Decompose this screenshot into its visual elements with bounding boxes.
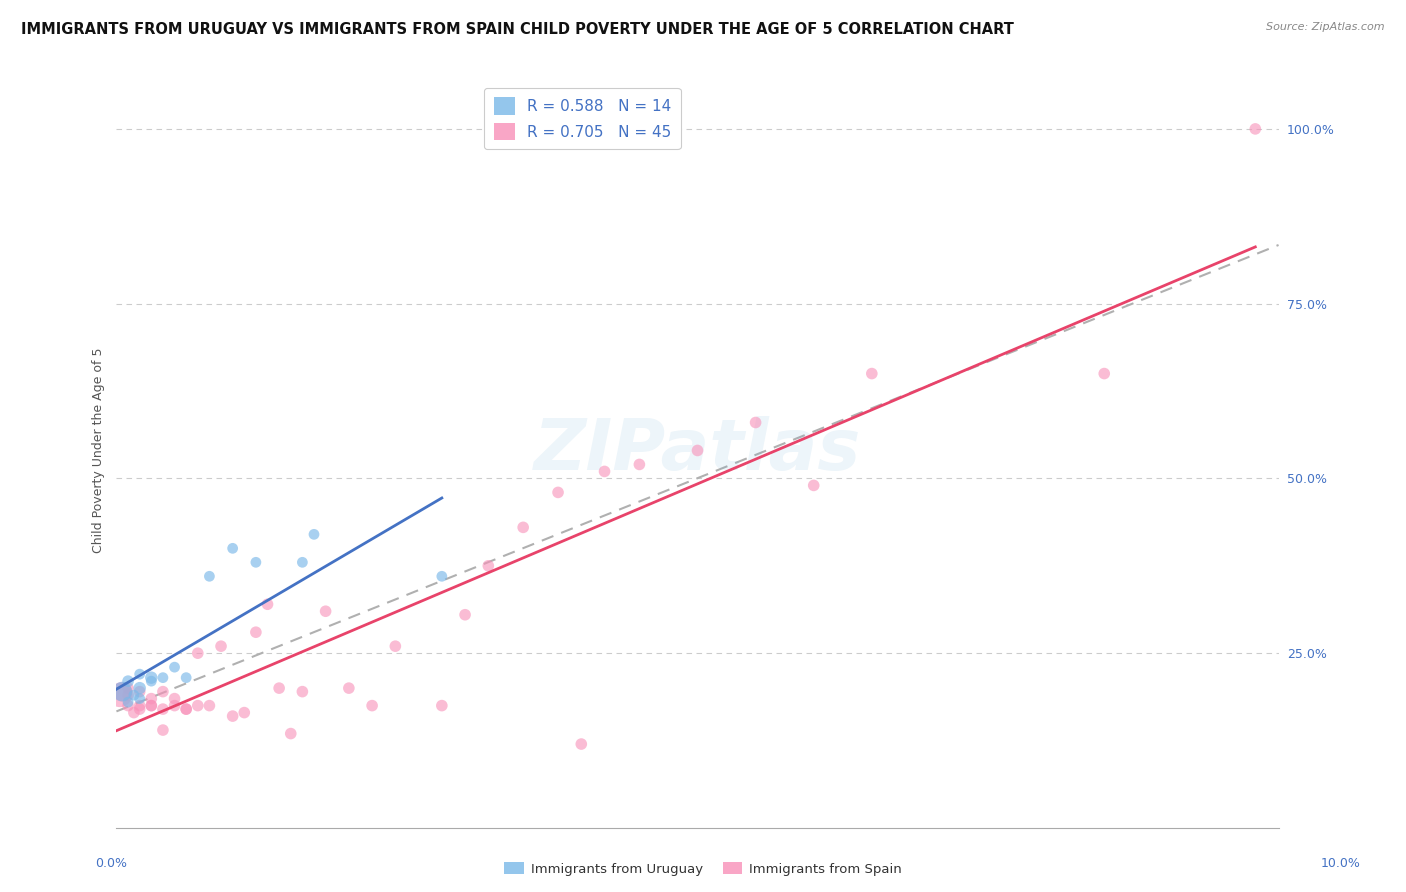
Text: 10.0%: 10.0%	[1322, 856, 1361, 870]
Point	[141, 691, 163, 706]
Point	[128, 691, 150, 706]
Point	[174, 702, 197, 716]
Point	[454, 607, 477, 622]
Point	[221, 709, 243, 723]
Point	[1092, 367, 1115, 381]
Point	[128, 681, 150, 695]
Point	[209, 639, 232, 653]
Point	[245, 555, 267, 569]
Point	[117, 688, 139, 702]
Point	[233, 706, 256, 720]
Point	[337, 681, 360, 695]
Text: ZIPatlas: ZIPatlas	[534, 416, 862, 485]
Point	[141, 671, 163, 685]
Point	[152, 671, 174, 685]
Point	[198, 569, 221, 583]
Point	[187, 646, 209, 660]
Point	[152, 723, 174, 737]
Point	[141, 674, 163, 689]
Point	[128, 667, 150, 681]
Point	[152, 684, 174, 698]
Point	[803, 478, 825, 492]
Point	[174, 671, 197, 685]
Point	[117, 681, 139, 695]
Point	[141, 698, 163, 713]
Point	[117, 674, 139, 689]
Point	[302, 527, 325, 541]
Point	[198, 698, 221, 713]
Point	[128, 684, 150, 698]
Point	[430, 569, 453, 583]
Point	[291, 555, 314, 569]
Point	[569, 737, 592, 751]
Point	[122, 688, 145, 702]
Point	[128, 702, 150, 716]
Point	[593, 465, 616, 479]
Point	[512, 520, 534, 534]
Y-axis label: Child Poverty Under the Age of 5: Child Poverty Under the Age of 5	[93, 348, 105, 553]
Point	[477, 558, 499, 573]
Point	[430, 698, 453, 713]
Point	[291, 684, 314, 698]
Point	[256, 597, 278, 611]
Point	[280, 726, 302, 740]
Legend: R = 0.588   N = 14, R = 0.705   N = 45: R = 0.588 N = 14, R = 0.705 N = 45	[484, 88, 681, 150]
Point	[1244, 122, 1267, 136]
Point	[163, 691, 186, 706]
Point	[117, 698, 139, 713]
Point	[744, 416, 766, 430]
Point	[163, 698, 186, 713]
Point	[860, 367, 883, 381]
Text: Source: ZipAtlas.com: Source: ZipAtlas.com	[1267, 22, 1385, 32]
Point	[128, 698, 150, 713]
Text: 0.0%: 0.0%	[96, 856, 128, 870]
Point	[141, 698, 163, 713]
Point	[163, 660, 186, 674]
Point	[117, 695, 139, 709]
Legend: Immigrants from Uruguay, Immigrants from Spain: Immigrants from Uruguay, Immigrants from…	[499, 857, 907, 881]
Point	[245, 625, 267, 640]
Point	[384, 639, 406, 653]
Point	[269, 681, 291, 695]
Point	[361, 698, 384, 713]
Point	[174, 702, 197, 716]
Point	[108, 688, 131, 702]
Point	[221, 541, 243, 556]
Point	[111, 684, 134, 698]
Point	[628, 458, 651, 472]
Point	[547, 485, 569, 500]
Point	[152, 702, 174, 716]
Point	[686, 443, 709, 458]
Point	[122, 706, 145, 720]
Point	[111, 684, 134, 698]
Point	[187, 698, 209, 713]
Point	[315, 604, 337, 618]
Text: IMMIGRANTS FROM URUGUAY VS IMMIGRANTS FROM SPAIN CHILD POVERTY UNDER THE AGE OF : IMMIGRANTS FROM URUGUAY VS IMMIGRANTS FR…	[21, 22, 1014, 37]
